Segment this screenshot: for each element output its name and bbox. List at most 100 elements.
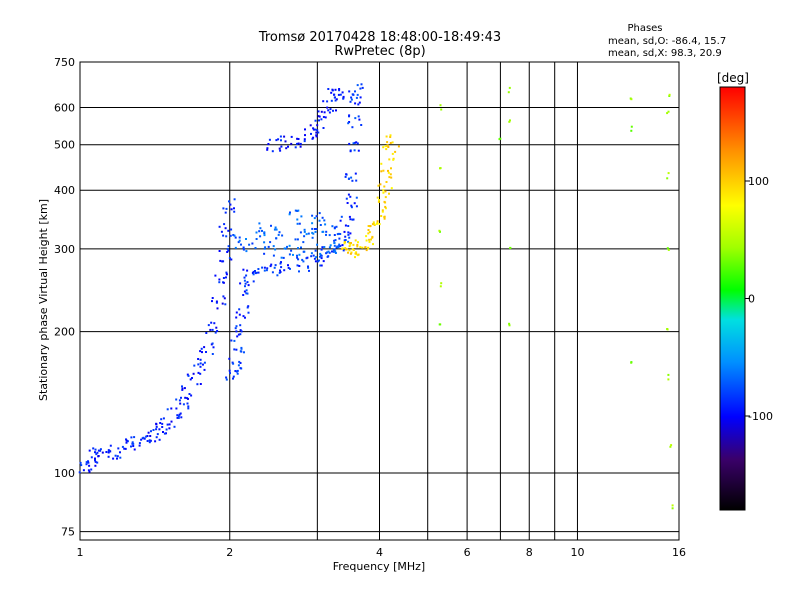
data-point <box>387 146 390 148</box>
data-point <box>315 131 318 134</box>
data-point <box>388 176 391 179</box>
data-point <box>300 215 303 218</box>
data-point <box>225 207 228 210</box>
data-point <box>263 241 266 244</box>
data-point <box>307 266 310 269</box>
data-point <box>361 246 364 249</box>
data-point <box>79 461 82 464</box>
data-point <box>165 432 167 435</box>
data-point <box>170 407 173 410</box>
data-point <box>252 270 255 273</box>
data-point <box>279 149 282 152</box>
data-point <box>300 246 302 249</box>
data-point <box>243 276 246 279</box>
data-point <box>280 139 282 142</box>
data-point <box>257 271 260 274</box>
data-point <box>372 243 374 246</box>
data-point <box>242 315 245 318</box>
data-point <box>94 460 97 463</box>
data-point <box>239 324 242 327</box>
data-point <box>131 441 134 444</box>
data-point <box>294 146 297 149</box>
colorbar <box>719 86 746 511</box>
data-point <box>336 233 339 236</box>
data-point <box>332 248 335 251</box>
data-point <box>181 387 184 390</box>
data-point <box>234 236 237 239</box>
data-point <box>175 398 178 401</box>
data-point <box>355 205 358 208</box>
data-point <box>254 270 256 272</box>
data-point <box>207 324 210 327</box>
colorbar-tick-label: 0 <box>748 293 755 306</box>
data-point <box>158 438 161 441</box>
data-point <box>274 264 277 267</box>
data-point <box>85 463 88 466</box>
data-point <box>155 428 158 431</box>
data-point <box>319 224 322 226</box>
data-point <box>240 346 243 349</box>
data-point <box>90 468 93 471</box>
data-point <box>237 241 240 244</box>
data-point <box>365 235 368 238</box>
data-point <box>116 455 119 458</box>
data-point <box>314 249 317 252</box>
data-point <box>114 454 117 457</box>
data-point <box>162 431 164 433</box>
data-point <box>85 461 88 464</box>
data-point <box>311 236 314 239</box>
data-point <box>319 264 322 267</box>
data-point <box>290 142 293 145</box>
data-point <box>219 259 222 262</box>
data-point <box>109 444 112 447</box>
colorbar-label: [deg] <box>717 71 749 85</box>
data-point <box>382 189 385 192</box>
x-axis-label: Frequency [MHz] <box>333 560 425 573</box>
data-point <box>337 232 340 235</box>
data-point <box>355 141 358 144</box>
data-point <box>176 414 179 417</box>
data-point <box>203 361 206 364</box>
data-point <box>90 456 93 459</box>
data-point <box>316 129 319 132</box>
data-point <box>216 330 219 332</box>
data-point <box>163 432 166 435</box>
data-point <box>326 255 329 258</box>
data-point <box>333 242 336 244</box>
data-point <box>384 190 387 193</box>
data-point <box>215 301 218 304</box>
data-point <box>168 423 171 426</box>
data-point <box>298 265 301 267</box>
data-point <box>327 109 330 112</box>
data-point <box>285 147 288 150</box>
data-point <box>283 135 286 138</box>
data-point <box>508 86 511 89</box>
axis-ticks: 1 2 4 6 8 10 16 75 100 200 300 400 500 600 750 <box>54 56 686 559</box>
data-point <box>315 134 318 137</box>
data-point <box>350 251 353 254</box>
data-point <box>350 204 353 207</box>
data-point <box>254 272 257 275</box>
data-point <box>177 416 180 419</box>
data-point <box>130 445 132 448</box>
data-point <box>227 229 230 232</box>
data-point <box>239 282 242 285</box>
data-point <box>238 236 241 239</box>
data-point <box>220 230 223 233</box>
data-point <box>178 413 181 416</box>
data-point <box>149 435 152 437</box>
data-point <box>324 223 327 226</box>
data-point <box>203 368 206 371</box>
data-point <box>666 247 669 250</box>
data-point <box>320 254 323 257</box>
data-point <box>148 439 151 442</box>
data-point <box>147 431 150 434</box>
data-point <box>245 274 248 277</box>
data-point <box>166 423 169 426</box>
data-point <box>251 272 254 274</box>
data-point <box>168 427 171 430</box>
data-point <box>279 262 282 265</box>
data-point <box>107 449 110 452</box>
data-point <box>235 348 238 351</box>
data-point <box>668 93 671 96</box>
